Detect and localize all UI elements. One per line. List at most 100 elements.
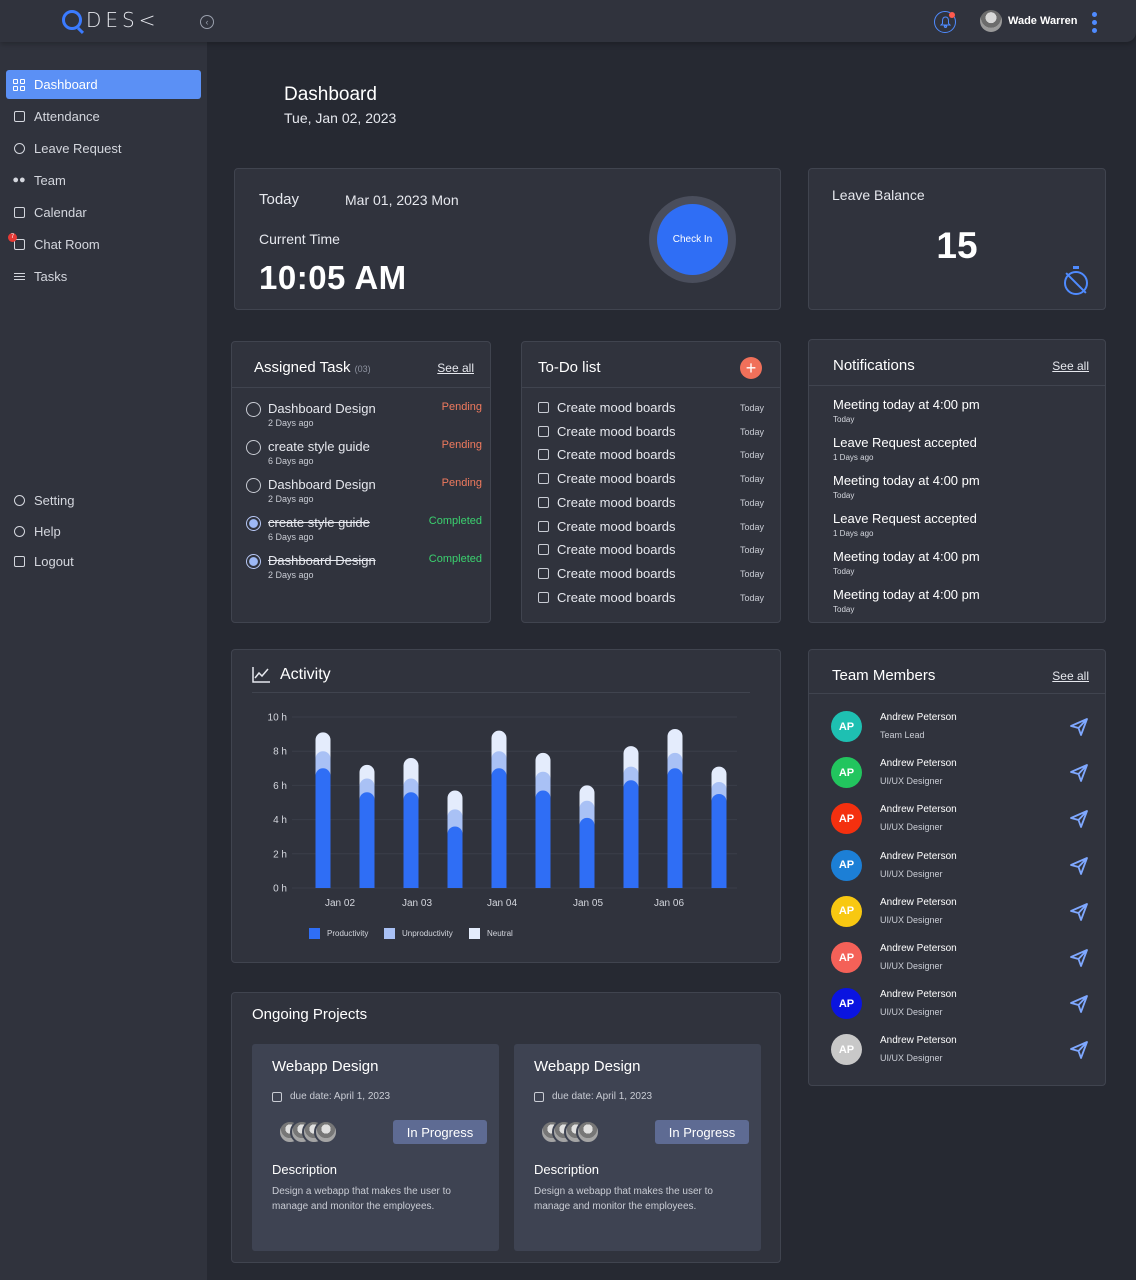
current-time: 10:05 AM xyxy=(259,259,407,296)
member-role: Team Lead xyxy=(880,730,925,740)
send-message-icon[interactable] xyxy=(1069,994,1089,1014)
todo-checkbox[interactable] xyxy=(538,544,549,556)
status-badge: In Progress xyxy=(655,1120,749,1144)
sidebar-item-chat-room[interactable]: 7 Chat Room xyxy=(6,230,201,259)
x-tick-label: Jan 04 xyxy=(487,898,517,909)
member-role: UI/UX Designer xyxy=(880,822,943,833)
todo-checkbox[interactable] xyxy=(538,520,549,532)
y-tick-label: 10 h xyxy=(268,713,287,724)
todo-item[interactable]: Create mood boards Today xyxy=(538,564,764,584)
todo-item[interactable]: Create mood boards Today xyxy=(538,469,764,489)
todo-item[interactable]: Create mood boards Today xyxy=(538,445,764,465)
member-role: UI/UX Designer xyxy=(880,1053,943,1064)
task-radio[interactable] xyxy=(246,402,261,417)
avatar: AP xyxy=(831,1034,862,1066)
logout-icon xyxy=(12,555,26,569)
sidebar-item-leave-request[interactable]: Leave Request xyxy=(6,134,201,163)
todo-checkbox[interactable] xyxy=(538,425,549,437)
notification-item[interactable]: Meeting today at 4:00 pm Today xyxy=(833,473,1083,500)
y-tick-label: 4 h xyxy=(273,815,287,826)
team-member-row: AP Andrew Peterson UI/UX Designer xyxy=(831,848,1093,888)
task-radio[interactable] xyxy=(246,554,261,569)
app-logo[interactable]: DES< xyxy=(62,8,160,32)
send-message-icon[interactable] xyxy=(1069,717,1089,737)
bar-base xyxy=(359,880,375,888)
divider xyxy=(809,385,1105,386)
avatar: AP xyxy=(831,988,862,1020)
todo-item[interactable]: Create mood boards Today xyxy=(538,422,764,442)
notification-item[interactable]: Leave Request accepted 1 Days ago xyxy=(833,511,1083,538)
todo-item[interactable]: Create mood boards Today xyxy=(538,398,764,418)
member-name: Andrew Peterson xyxy=(880,804,957,816)
todo-checkbox[interactable] xyxy=(538,591,549,603)
todo-checkbox[interactable] xyxy=(538,496,549,508)
send-message-icon[interactable] xyxy=(1069,902,1089,922)
todo-text: Create mood boards xyxy=(557,423,676,439)
project-due-date: due date: April 1, 2023 xyxy=(272,1091,390,1102)
todo-date: Today xyxy=(739,521,764,532)
project-due-date: due date: April 1, 2023 xyxy=(534,1091,652,1102)
add-todo-button[interactable]: + xyxy=(740,357,762,379)
send-message-icon[interactable] xyxy=(1069,763,1089,783)
avatar: AP xyxy=(831,895,862,927)
task-radio[interactable] xyxy=(246,516,261,531)
task-item[interactable]: create style guide 6 Days ago Completed xyxy=(246,514,482,548)
todo-text: Create mood boards xyxy=(557,447,676,463)
task-radio[interactable] xyxy=(246,478,261,493)
todo-date: Today xyxy=(739,592,764,603)
task-status: Pending xyxy=(441,477,482,489)
more-menu-icon[interactable] xyxy=(1092,12,1097,33)
notification-item[interactable]: Meeting today at 4:00 pm Today xyxy=(833,587,1083,614)
todo-checkbox[interactable] xyxy=(538,449,549,461)
task-item[interactable]: Dashboard Design 2 Days ago Pending xyxy=(246,400,482,434)
todo-item[interactable]: Create mood boards Today xyxy=(538,517,764,537)
task-item[interactable]: create style guide 6 Days ago Pending xyxy=(246,438,482,472)
divider xyxy=(252,692,750,693)
task-item[interactable]: Dashboard Design 2 Days ago Completed xyxy=(246,552,482,586)
todo-checkbox[interactable] xyxy=(538,473,549,485)
sidebar-item-logout[interactable]: Logout xyxy=(6,547,201,576)
send-message-icon[interactable] xyxy=(1069,1040,1089,1060)
sidebar-item-tasks[interactable]: Tasks xyxy=(6,262,201,291)
todo-checkbox[interactable] xyxy=(538,567,549,579)
bar-base xyxy=(491,880,507,888)
bar-productivity xyxy=(491,768,507,888)
y-tick-label: 6 h xyxy=(273,781,287,792)
sidebar-item-calendar[interactable]: Calendar xyxy=(6,198,201,227)
sidebar-item-attendance[interactable]: Attendance xyxy=(6,102,201,131)
notification-bell-icon[interactable] xyxy=(934,11,956,33)
todo-item[interactable]: Create mood boards Today xyxy=(538,493,764,513)
todo-item[interactable]: Create mood boards Today xyxy=(538,540,764,560)
send-message-icon[interactable] xyxy=(1069,809,1089,829)
sidebar-item-help[interactable]: Help xyxy=(6,517,201,546)
collapse-sidebar-icon[interactable]: ‹ xyxy=(200,15,214,29)
assigned-task-see-all-link[interactable]: See all xyxy=(437,361,474,375)
current-time-label: Current Time xyxy=(259,231,340,247)
description-title: Description xyxy=(272,1162,338,1177)
project-card[interactable]: Webapp Design due date: April 1, 2023 In… xyxy=(514,1044,761,1251)
sidebar-item-setting[interactable]: Setting xyxy=(6,486,201,515)
member-name: Andrew Peterson xyxy=(880,712,957,723)
send-message-icon[interactable] xyxy=(1069,948,1089,968)
team-members-see-all-link[interactable]: See all xyxy=(1052,669,1089,683)
notification-item[interactable]: Meeting today at 4:00 pm Today xyxy=(833,549,1083,576)
sidebar-item-label: Dashboard xyxy=(34,77,98,92)
notifications-see-all-link[interactable]: See all xyxy=(1052,359,1089,373)
project-card[interactable]: Webapp Design due date: April 1, 2023 In… xyxy=(252,1044,499,1251)
notification-time: Today xyxy=(833,605,855,614)
bar-base xyxy=(667,880,683,888)
activity-chart: 0 h 2 h 4 h 6 h 8 h 10 h Jan 02 Jan 03 Jan 04 Jan… xyxy=(268,713,737,909)
todo-item[interactable]: Create mood boards Today xyxy=(538,588,764,608)
task-item[interactable]: Dashboard Design 2 Days ago Pending xyxy=(246,476,482,510)
todo-checkbox[interactable] xyxy=(538,402,549,413)
today-card: Today Mar 01, 2023 Mon Current Time 10:0… xyxy=(234,168,781,310)
legend-neutral: Neutral xyxy=(469,928,513,939)
user-profile[interactable]: Wade Warren xyxy=(980,10,1077,32)
task-radio[interactable] xyxy=(246,440,261,455)
sidebar-item-dashboard[interactable]: Dashboard xyxy=(6,70,201,99)
send-message-icon[interactable] xyxy=(1069,856,1089,876)
check-in-button[interactable]: Check In xyxy=(657,204,728,275)
notification-item[interactable]: Meeting today at 4:00 pm Today xyxy=(833,397,1083,424)
sidebar-item-team[interactable]: ●● Team xyxy=(6,166,201,195)
notification-item[interactable]: Leave Request accepted 1 Days ago xyxy=(833,435,1083,462)
